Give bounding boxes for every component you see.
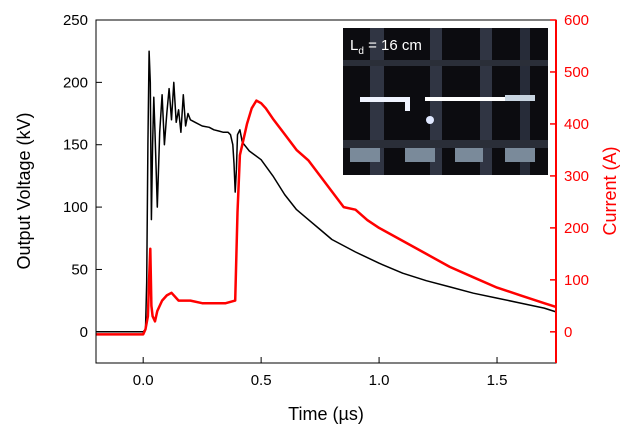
y-tick-label: 50 [71, 261, 88, 278]
axes-ticks: 0.0 0.5 1.0 1.5 0 50 100 150 200 250 0 100 200 300 400… [63, 12, 589, 389]
x-tick-label: 0.0 [133, 372, 154, 389]
y2-axis-title: Current (A) [600, 146, 620, 235]
y2-tick-label: 0 [564, 324, 572, 341]
y2-tick-label: 100 [564, 272, 589, 289]
y2-tick-label: 300 [564, 168, 589, 185]
inset-label-sub: d [358, 46, 364, 57]
plot-content [96, 50, 557, 336]
y-tick-label: 150 [63, 137, 88, 154]
inset-photo: Ld = 16 cm [343, 28, 548, 175]
y2-tick-label: 500 [564, 64, 589, 81]
x-tick-label: 1.5 [487, 372, 508, 389]
x-tick-label: 0.5 [251, 372, 272, 389]
x-axis-title: Time (µs) [288, 404, 364, 424]
y-tick-label: 0 [80, 324, 88, 341]
y-axis-title: Output Voltage (kV) [14, 112, 34, 269]
y-tick-label: 250 [63, 12, 88, 29]
inset-label-main: L [350, 37, 358, 54]
y-tick-label: 100 [63, 199, 88, 216]
y2-tick-label: 600 [564, 12, 589, 29]
current-line [96, 99, 557, 336]
y2-tick-label: 400 [564, 116, 589, 133]
y2-tick-label: 200 [564, 220, 589, 237]
inset-label-rest: = 16 cm [364, 37, 422, 54]
right-axis-line [555, 20, 557, 363]
x-tick-label: 1.0 [369, 372, 390, 389]
y-tick-label: 200 [63, 74, 88, 91]
voltage-line [96, 50, 557, 333]
svg-text:Ld = 16 cm: Ld = 16 cm [350, 37, 422, 57]
